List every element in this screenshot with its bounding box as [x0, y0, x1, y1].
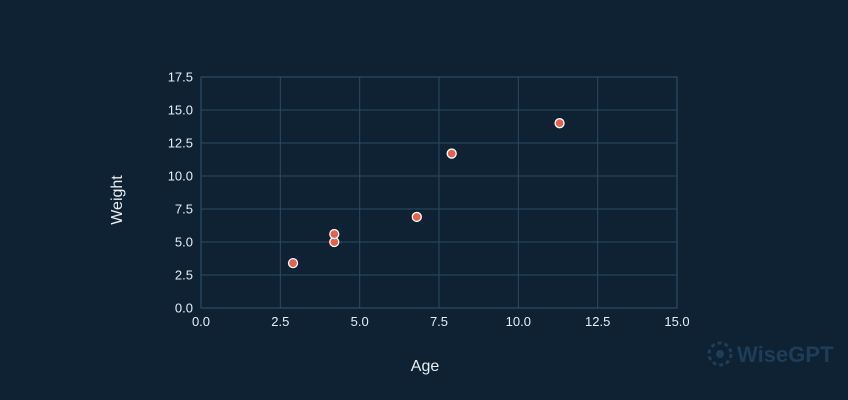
grid-lines — [200, 76, 678, 309]
x-tick-label: 10.0 — [506, 314, 531, 329]
wisegpt-logo-icon — [707, 341, 733, 367]
y-tick-label: 7.5 — [175, 202, 193, 217]
data-point — [446, 148, 457, 159]
y-tick-label: 17.5 — [168, 70, 193, 85]
plot-frame — [200, 76, 678, 309]
data-point — [329, 228, 340, 240]
x-tick-label: 2.5 — [271, 314, 289, 329]
y-tick-label: 15.0 — [168, 103, 193, 118]
x-tick-labels: 0.0 2.5 5.0 7.5 10.0 12.5 15.0 — [192, 314, 690, 329]
x-tick-label: 7.5 — [430, 314, 448, 329]
y-tick-label: 0.0 — [175, 301, 193, 316]
data-points — [287, 118, 565, 269]
y-axis-label: Weight — [109, 175, 126, 225]
x-tick-label: 5.0 — [351, 314, 369, 329]
watermark: WiseGPT — [707, 341, 834, 367]
y-tick-labels: 0.0 2.5 5.0 7.5 10.0 12.5 15.0 17.5 — [168, 70, 193, 316]
watermark-text: WiseGPT — [737, 342, 834, 367]
data-point — [411, 211, 422, 223]
x-tick-label: 0.0 — [192, 314, 210, 329]
x-axis-label: Age — [411, 358, 440, 375]
y-tick-label: 2.5 — [175, 268, 193, 283]
y-tick-label: 12.5 — [168, 136, 193, 151]
data-point — [554, 118, 565, 129]
y-tick-label: 5.0 — [175, 235, 193, 250]
y-tick-label: 10.0 — [168, 169, 193, 184]
x-tick-label: 12.5 — [585, 314, 610, 329]
x-tick-label: 15.0 — [664, 314, 689, 329]
data-point — [287, 257, 299, 269]
